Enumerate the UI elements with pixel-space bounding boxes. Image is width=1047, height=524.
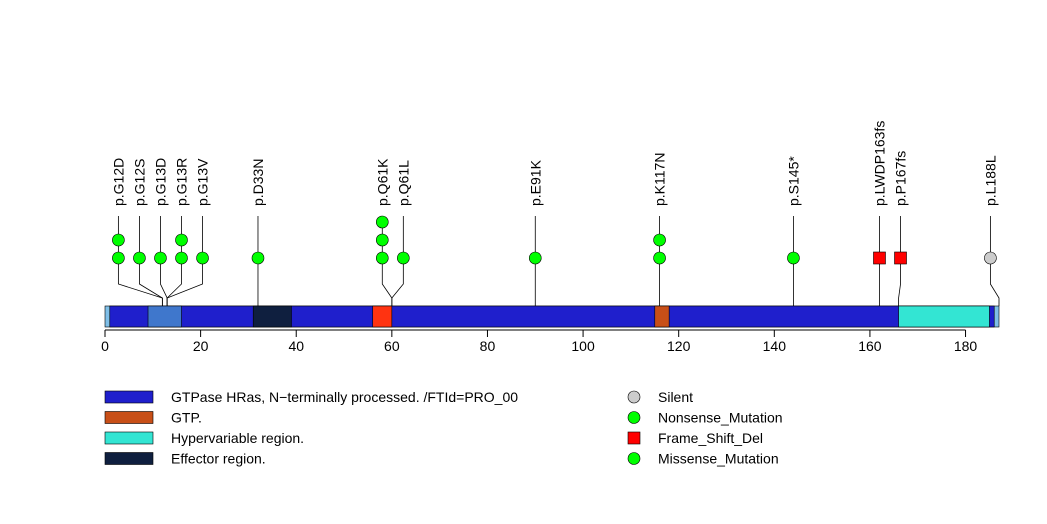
- mutation-marker: [175, 233, 188, 247]
- legend-domain-label-1: GTP.: [171, 410, 202, 426]
- x-tick-label-160: 160: [858, 338, 882, 354]
- x-tick-label-0: 0: [101, 338, 109, 354]
- lollipop-p-g13d: p.G13D: [152, 158, 168, 306]
- legend-domain-swatch-3: [104, 452, 154, 465]
- lollipop-p-e91k: p.E91K: [527, 159, 543, 306]
- legend-mutation-label-2: Frame_Shift_Del: [658, 430, 763, 446]
- mutation-marker: [375, 233, 389, 247]
- legend-domain-swatch-2: [104, 431, 154, 445]
- lollipop-p-g13r: p.G13R: [166, 158, 189, 306]
- legend-domain-swatch-1: [104, 411, 154, 424]
- mutation-label: p.E91K: [527, 159, 543, 206]
- x-tick-label-60: 60: [384, 338, 400, 354]
- mutation-marker: [787, 251, 800, 265]
- mutation-lollipops: p.G12D p.G12S p.G13D p.G13R p.G13V p.D33N p.Q6…: [110, 121, 1000, 306]
- lollipop-p-g12d: p.G12D: [110, 158, 163, 306]
- domain-hypervariable-5: [898, 305, 990, 328]
- mutation-marker: [133, 251, 146, 265]
- lollipop-stem: [139, 216, 163, 306]
- legend-mutation-swatch-0: [627, 390, 641, 404]
- mutation-label: p.G13D: [152, 158, 168, 206]
- legend-domain-label-0: GTPase HRas, N−terminally processed. /FT…: [171, 389, 518, 405]
- mutation-label: p.D33N: [250, 159, 266, 206]
- legend: GTPase HRas, N−terminally processed. /FT…: [104, 389, 783, 467]
- lollipop-stem: [989, 216, 1000, 306]
- lollipop-p-g12s: p.G12S: [131, 159, 163, 306]
- mutation-marker: [653, 233, 666, 247]
- lollipop-p-g13v: p.G13V: [166, 158, 211, 306]
- lollipop-p-q61l: p.Q61L: [391, 160, 411, 306]
- mutation-marker: [112, 251, 125, 265]
- mutation-marker: [653, 251, 666, 265]
- x-tick-label-20: 20: [193, 338, 209, 354]
- mutation-label: p.S145*: [785, 156, 801, 206]
- mutation-marker: [375, 215, 389, 229]
- x-tick-label-140: 140: [763, 338, 787, 354]
- mutation-label: p.G13R: [173, 158, 189, 206]
- mutation-marker: [873, 251, 886, 265]
- x-tick-label-80: 80: [480, 338, 496, 354]
- mutation-label: p.L188L: [982, 155, 998, 206]
- mutation-label: p.G13V: [195, 158, 211, 206]
- legend-mutation-swatch-3: [627, 452, 641, 465]
- legend-domain-swatch-0: [104, 390, 154, 404]
- legend-domain-label-2: Hypervariable region.: [171, 430, 304, 446]
- lollipop-p-p167fs: p.P167fs: [893, 151, 909, 306]
- legend-mutation-label-3: Missense_Mutation: [658, 451, 779, 467]
- lollipop-stem: [391, 216, 404, 306]
- mutation-marker: [251, 251, 265, 265]
- lollipop-p-s145-: p.S145*: [785, 156, 801, 306]
- x-axis: 0 20 40 60 80 100 120 140 160 180: [101, 329, 978, 354]
- x-tick-label-100: 100: [571, 338, 595, 354]
- lollipop-p-d33n: p.D33N: [250, 159, 266, 306]
- mutation-label: p.LWDP163fs: [871, 121, 887, 206]
- mutation-label: p.K117N: [652, 153, 668, 206]
- mutation-label: p.Q61K: [374, 158, 390, 206]
- domain-gtp-4: [654, 305, 670, 328]
- protein-domains: [104, 305, 1000, 328]
- mutation-marker: [154, 251, 167, 265]
- mutation-marker: [175, 251, 188, 265]
- lollipop-p-k117n: p.K117N: [652, 153, 668, 306]
- x-tick-label-40: 40: [288, 338, 304, 354]
- legend-mutation-label-1: Nonsense_Mutation: [658, 410, 783, 426]
- lollipop-p-l188l: p.L188L: [982, 155, 1000, 306]
- domain-effector-2: [252, 305, 292, 328]
- mutation-marker: [894, 251, 907, 265]
- lollipop-stem: [166, 216, 203, 306]
- lollipop-p-q61k: p.Q61K: [374, 158, 393, 306]
- lollipop-p-lwdp163fs: p.LWDP163fs: [871, 121, 887, 306]
- legend-mutation-swatch-1: [627, 411, 641, 424]
- mutation-marker: [528, 251, 542, 265]
- domain-gtp_light-1: [147, 305, 182, 328]
- lollipop-stem: [898, 216, 901, 306]
- mutation-label: p.G12D: [110, 158, 126, 206]
- mutation-label: p.P167fs: [893, 151, 909, 206]
- mutation-marker: [375, 251, 389, 265]
- mutation-marker: [397, 251, 410, 265]
- mutation-label: p.Q61L: [395, 160, 411, 206]
- domain-gtp-3: [372, 305, 393, 328]
- x-tick-label-180: 180: [954, 338, 978, 354]
- legend-mutation-label-0: Silent: [658, 389, 693, 405]
- legend-mutation-swatch-2: [627, 431, 641, 445]
- x-tick-label-120: 120: [667, 338, 691, 354]
- legend-domain-label-3: Effector region.: [171, 451, 266, 467]
- mutation-marker: [984, 251, 997, 265]
- mutation-marker: [112, 233, 125, 247]
- mutation-label: p.G12S: [131, 159, 147, 206]
- mutation-marker: [196, 251, 209, 265]
- domain-chain-0: [109, 305, 995, 328]
